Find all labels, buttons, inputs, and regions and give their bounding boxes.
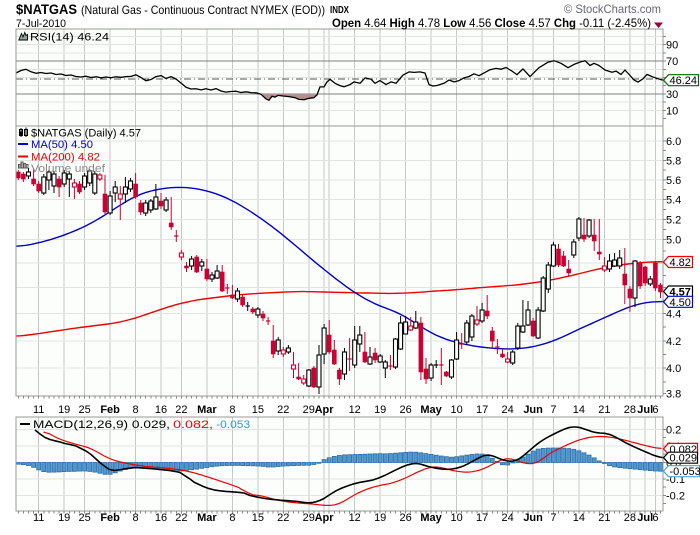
svg-text:10: 10 [450,512,462,524]
svg-text:8: 8 [229,404,235,416]
svg-text:11: 11 [33,404,44,416]
svg-text:21: 21 [598,512,610,524]
svg-text:16: 16 [155,512,167,524]
svg-text:25: 25 [78,512,90,524]
svg-text:4.2: 4.2 [666,336,681,348]
svg-text:$NATGAS (Daily) 4.57: $NATGAS (Daily) 4.57 [31,128,141,140]
svg-text:29: 29 [303,404,315,416]
svg-text:5.2: 5.2 [666,215,681,227]
svg-text:19: 19 [374,512,386,524]
svg-text:15: 15 [252,512,264,524]
svg-text:Feb: Feb [100,512,120,524]
svg-text:7-Jul-2010: 7-Jul-2010 [16,18,66,30]
svg-text:7: 7 [550,512,556,524]
svg-text:28: 28 [624,512,636,524]
svg-text:Open 4.64 High 4.78 Low 4.56: Open 4.64 High 4.78 Low 4.56 Close 4.57 … [332,16,651,30]
svg-text:15: 15 [252,404,264,416]
svg-text:28: 28 [624,404,636,416]
svg-text:24: 24 [501,404,513,416]
svg-text:29: 29 [303,512,315,524]
svg-text:17: 17 [476,512,488,524]
svg-text:22: 22 [277,512,289,524]
svg-text:Jul: Jul [637,404,653,416]
svg-text:8: 8 [133,512,139,524]
svg-text:8: 8 [229,512,235,524]
svg-text:6: 6 [652,404,658,416]
svg-text:46.24: 46.24 [670,75,698,87]
svg-text:(Natural Gas - Continuous Cont: (Natural Gas - Continuous Contract NYMEX… [81,3,325,17]
svg-text:19: 19 [58,512,70,524]
svg-text:12: 12 [349,404,361,416]
svg-text:MA(200) 4.82: MA(200) 4.82 [31,152,100,164]
svg-text:Mar: Mar [197,512,217,524]
svg-text:30: 30 [666,89,678,101]
svg-text:-0.2: -0.2 [666,491,685,503]
svg-text:4.4: 4.4 [666,309,681,321]
svg-text:22: 22 [175,404,187,416]
svg-text:21: 21 [598,404,610,416]
svg-text:12: 12 [349,512,361,524]
svg-text:Feb: Feb [100,404,120,416]
svg-text:3.8: 3.8 [666,389,681,401]
svg-text:26: 26 [399,404,411,416]
svg-text:$NATGAS: $NATGAS [16,1,77,17]
svg-text:26: 26 [399,512,411,524]
svg-text:22: 22 [277,404,289,416]
svg-text:4.82: 4.82 [670,257,691,269]
svg-text:90: 90 [666,40,678,52]
svg-text:16: 16 [155,404,167,416]
svg-text:5.8: 5.8 [666,155,681,167]
svg-text:INDX: INDX [330,5,349,16]
svg-text:17: 17 [476,404,488,416]
svg-text:4.0: 4.0 [666,363,681,375]
svg-text:0.029: 0.029 [670,453,698,465]
svg-text:May: May [420,404,442,416]
svg-text:11: 11 [33,512,44,524]
svg-text:6.0: 6.0 [666,136,681,148]
svg-text:Apr: Apr [315,404,335,416]
svg-text:Jul: Jul [637,512,653,524]
svg-text:Jun: Jun [523,512,543,524]
svg-text:Mar: Mar [197,404,217,416]
svg-text:5.6: 5.6 [666,175,681,187]
svg-text:14: 14 [573,512,585,524]
svg-text:22: 22 [175,512,187,524]
svg-text:5.4: 5.4 [666,195,681,207]
svg-text:5.0: 5.0 [666,234,681,246]
svg-text:8: 8 [133,404,139,416]
svg-text:4.50: 4.50 [670,297,691,309]
svg-text:19: 19 [58,404,70,416]
svg-text:MACD(12,26,9) 0.029, 0.082, -0: MACD(12,26,9) 0.029, 0.082, -0.053 [33,419,250,431]
svg-text:10: 10 [450,404,462,416]
svg-text:6: 6 [652,512,658,524]
svg-text:14: 14 [573,404,585,416]
svg-text:RSI(14) 46.24: RSI(14) 46.24 [30,32,109,44]
svg-text:70: 70 [666,56,678,68]
svg-text:19: 19 [374,404,386,416]
svg-text:Apr: Apr [315,512,335,524]
svg-text:MA(50) 4.50: MA(50) 4.50 [31,139,93,151]
svg-text:25: 25 [78,404,90,416]
svg-text:© StockCharts.com: © StockCharts.com [564,2,661,16]
svg-text:0.2: 0.2 [666,425,681,437]
svg-text:24: 24 [501,512,513,524]
svg-text:-0.053: -0.053 [670,466,700,478]
svg-text:May: May [420,512,442,524]
svg-text:Jun: Jun [523,404,543,416]
svg-text:7: 7 [550,404,556,416]
svg-text:Volume undef: Volume undef [31,163,106,175]
svg-text:10: 10 [666,105,678,117]
